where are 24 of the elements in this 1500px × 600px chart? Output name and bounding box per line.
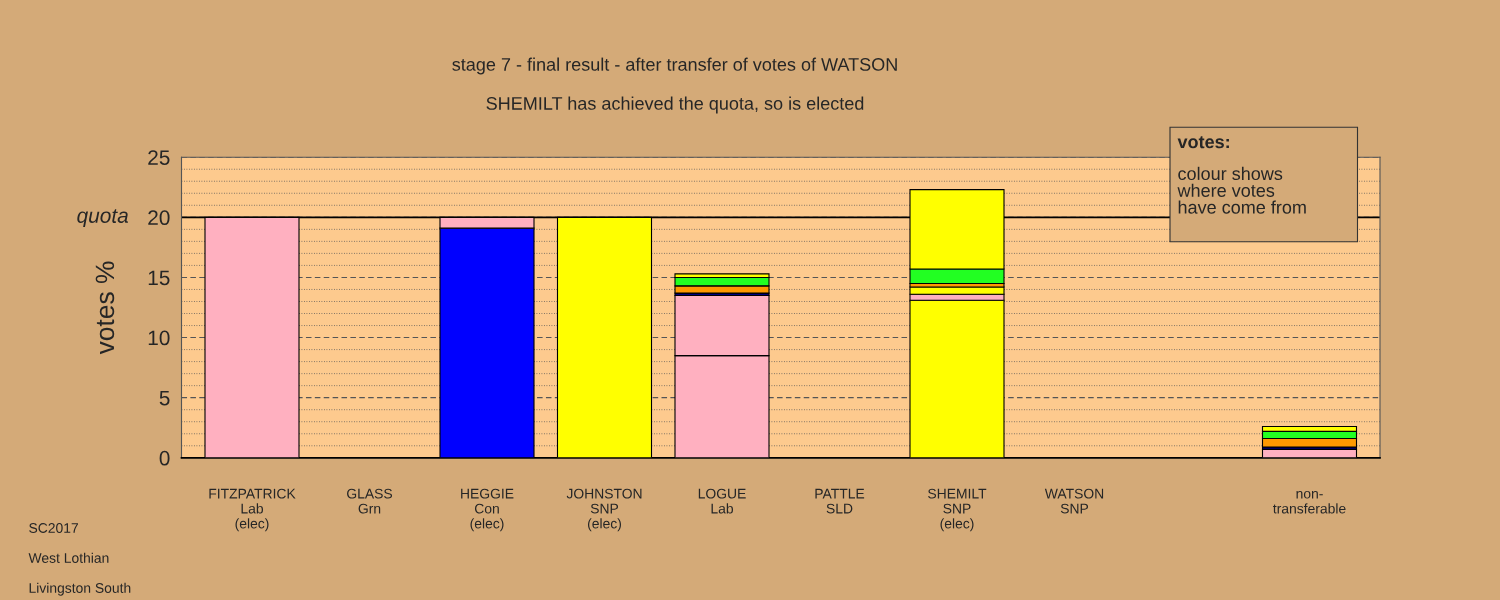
y-tick-label: 10: [148, 330, 170, 346]
x-tick-label: PATTLE SLD: [815, 488, 865, 514]
x-tick-label: SHEMILT SNP (elec): [928, 488, 987, 532]
text: Livingston South: [29, 582, 131, 596]
y-tick-label: 15: [148, 270, 170, 286]
x-tick-label: FITZPATRICK Lab (elec): [209, 488, 296, 532]
y-tick-label: 0: [159, 450, 170, 466]
y-tick-label: 20: [148, 210, 170, 226]
text: votes:: [1177, 136, 1229, 149]
x-tick-label: WATSON SNP: [1044, 488, 1104, 514]
x-tick-label: LOGUE Lab: [698, 488, 746, 514]
x-tick-label: GLASS Grn: [347, 488, 393, 514]
chart-title: stage 7 - final result - after transfer of votes of WATSON: [452, 57, 897, 75]
x-tick-label: non- transferable: [1273, 490, 1346, 514]
y-tick-label: 25: [148, 150, 170, 165]
ref-line-label: quota: [77, 209, 129, 228]
y-axis-title: votes %: [95, 261, 115, 355]
annotation: colour shows where votes have come from: [1177, 166, 1306, 214]
x-tick-label: HEGGIE Con (elec): [461, 488, 514, 532]
x-tick-label: JOHNSTON SNP (elec): [566, 488, 642, 532]
text: SC2017: [29, 523, 78, 533]
text: West Lothian: [28, 552, 109, 563]
chart-subtitle: SHEMILT has achieved the quota, so is elected: [486, 96, 864, 114]
y-tick-label: 5: [159, 390, 170, 406]
